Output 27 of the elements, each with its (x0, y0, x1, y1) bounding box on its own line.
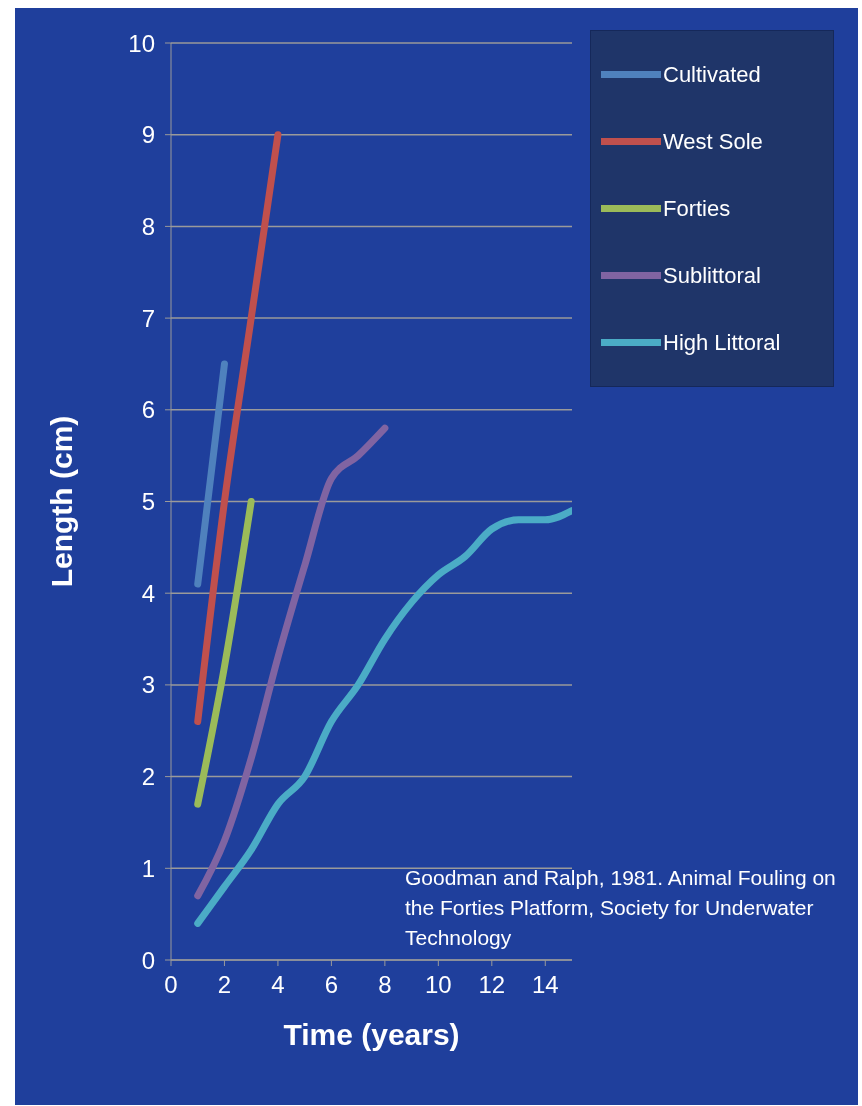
x-tick-label: 0 (164, 971, 178, 999)
legend-label: West Sole (663, 128, 763, 155)
x-tick-label: 10 (424, 971, 452, 999)
y-tick-label: 1 (141, 854, 155, 882)
x-axis-title: Time (years) (283, 1018, 460, 1051)
annotation: Goodman and Ralph, 1981. Animal Fouling on the Forties Platform, Society for Underwater Technology (405, 865, 837, 951)
legend-label: Cultivated (663, 61, 761, 88)
y-tick-label: 4 (141, 579, 155, 607)
y-tick-label: 2 (141, 763, 155, 791)
y-tick-label: 5 (141, 488, 155, 516)
x-tick-label: 8 (378, 971, 392, 999)
y-tick-label: 0 (141, 946, 155, 974)
y-tick-label: 3 (141, 671, 155, 699)
y-tick-label: 9 (141, 121, 155, 149)
x-tick-label: 4 (271, 971, 285, 999)
x-tick-label: 6 (324, 971, 339, 999)
legend-label: Forties (663, 195, 731, 222)
legend-label: High Littoral (663, 329, 781, 356)
x-tick-label: 12 (478, 971, 506, 999)
y-tick-label: 10 (128, 29, 155, 57)
y-tick-label: 7 (141, 304, 155, 332)
y-tick-label: 6 (141, 396, 155, 424)
legend-label: Sublittoral (663, 262, 761, 289)
x-tick-label: 2 (217, 971, 232, 999)
y-tick-label: 8 (141, 212, 155, 240)
y-axis-title: Length (cm) (44, 415, 78, 588)
x-tick-label: 14 (531, 971, 559, 999)
